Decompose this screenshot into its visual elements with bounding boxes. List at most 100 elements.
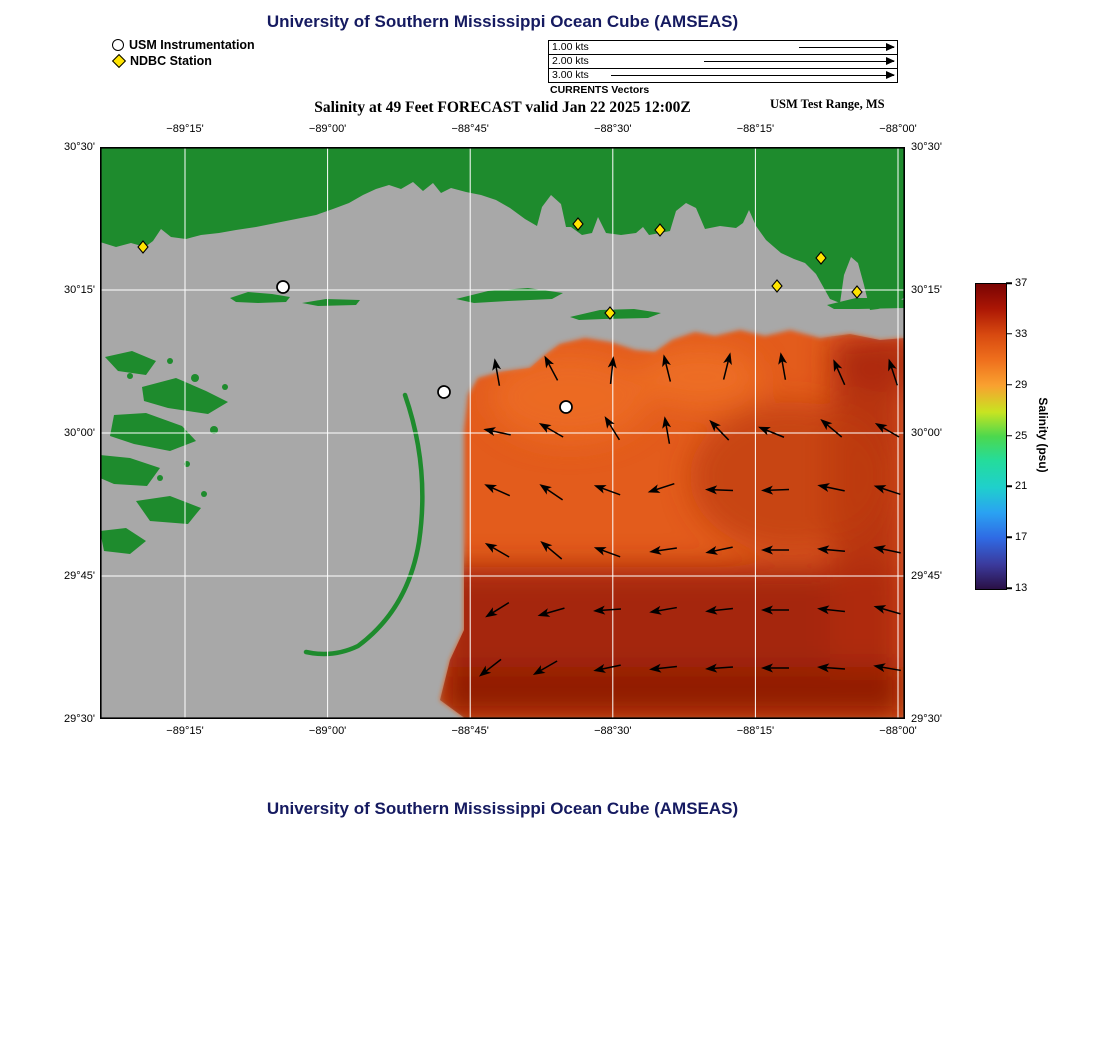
- current-vector-arrow: [722, 352, 732, 380]
- x-axis-label-top: −88°15': [736, 123, 775, 135]
- region-label: USM Test Range, MS: [770, 97, 885, 111]
- legend-usm-label: USM Instrumentation: [129, 38, 255, 52]
- current-vector-arrow: [649, 663, 678, 673]
- legend-row-ndbc: NDBC Station: [111, 53, 255, 69]
- colorbar-tick-label: 21: [1015, 480, 1028, 493]
- colorbar-tick: [1006, 485, 1012, 488]
- current-vector-arrow: [662, 354, 672, 382]
- current-vector-arrow: [873, 605, 901, 615]
- current-vector-arrow: [709, 419, 730, 441]
- x-axis-label-top: −88°30': [594, 123, 632, 135]
- station-legend: USM Instrumentation NDBC Station: [111, 37, 255, 69]
- marsh-islet: [167, 358, 173, 364]
- colorbar-tick: [1006, 434, 1012, 437]
- barrier-island: [570, 309, 661, 320]
- colorbar-tick: [1006, 536, 1012, 538]
- current-vector-arrow: [593, 605, 622, 615]
- marsh-islet: [157, 475, 163, 481]
- y-axis-label-right: 30°30': [911, 141, 942, 153]
- scale-arrow-3kt-icon: [611, 71, 895, 80]
- scale-row-3kt: 3.00 kts: [549, 69, 897, 82]
- y-axis-label-right: 30°15': [911, 284, 942, 296]
- ndbc-station-marker: [137, 240, 149, 254]
- scale-row-2kt: 2.00 kts: [549, 55, 897, 69]
- current-vector-arrow: [705, 663, 734, 673]
- current-vector-arrow: [649, 605, 677, 615]
- salinity-field: [440, 330, 905, 719]
- barrier-island: [302, 299, 360, 306]
- current-vector-arrow: [817, 605, 846, 615]
- current-vector-arrow: [817, 663, 846, 673]
- current-vector-arrow: [485, 601, 510, 618]
- x-axis-label-bottom: −88°45': [451, 725, 489, 737]
- ndbc-station-marker: [851, 285, 863, 299]
- colorbar: [975, 283, 1007, 590]
- marsh-islet: [222, 384, 228, 390]
- current-vector-arrow: [540, 541, 563, 560]
- current-vector-arrow: [778, 352, 788, 380]
- current-vector-arrow: [820, 419, 843, 438]
- colorbar-tick-label: 37: [1015, 277, 1028, 289]
- ndbc-station-marker: [604, 306, 616, 320]
- current-vector-arrow: [873, 545, 901, 554]
- delta-marsh: [105, 351, 156, 375]
- current-vector-arrow: [537, 607, 565, 617]
- usm-station-marker: [437, 385, 451, 399]
- figure-title-top: University of Southern Mississippi Ocean…: [266, 12, 739, 31]
- colorbar-tick: [1006, 282, 1012, 284]
- barrier-island: [827, 298, 905, 309]
- x-axis-label-bottom: −88°00': [879, 725, 917, 737]
- current-vector-arrow: [484, 543, 510, 558]
- y-axis-label-left: 30°15': [64, 284, 95, 296]
- ndbc-station-marker: [654, 223, 666, 237]
- plot-subtitle: Salinity at 49 Feet FORECAST valid Jan 2…: [314, 99, 691, 116]
- current-vector-arrow: [758, 426, 785, 438]
- current-vector-arrow: [538, 423, 564, 438]
- scale-row-1kt: 1.00 kts: [549, 41, 897, 55]
- current-vector-arrow: [817, 483, 845, 492]
- x-axis-label-top: −89°00': [308, 123, 347, 135]
- graticule: [100, 147, 905, 719]
- current-vector-arrow: [761, 545, 789, 555]
- barrier-island: [456, 288, 563, 303]
- marsh-islet: [201, 491, 207, 497]
- current-vector-arrow: [833, 359, 846, 386]
- y-axis-label-left: 30°30': [64, 141, 95, 153]
- y-axis-label-left: 29°45': [64, 570, 95, 582]
- colorbar-tick-label: 25: [1015, 429, 1028, 442]
- scale-arrow-2kt-icon: [704, 57, 895, 66]
- map-plot: [100, 147, 905, 719]
- current-vector-arrow: [649, 545, 677, 555]
- ndbc-station-icon: [111, 53, 127, 69]
- legend-ndbc-label: NDBC Station: [130, 54, 212, 68]
- current-vector-arrow: [484, 484, 511, 497]
- plot-border: [100, 147, 905, 719]
- scale-arrow-1kt-icon: [799, 43, 895, 52]
- colorbar-tick: [1006, 333, 1012, 335]
- figure-title-bottom: University of Southern Mississippi Ocean…: [266, 799, 739, 818]
- current-vector-arrow: [873, 485, 901, 496]
- current-vector-arrow: [593, 664, 621, 673]
- station-markers: [137, 217, 863, 414]
- marsh-islet: [127, 373, 133, 379]
- current-vector-arrow: [662, 416, 672, 444]
- y-axis-label-left: 29°30': [64, 713, 95, 725]
- delta-marsh: [100, 528, 146, 554]
- y-axis-label-left: 30°00': [64, 427, 95, 439]
- current-vector-arrow: [761, 605, 789, 615]
- current-vector-arrow: [607, 356, 617, 385]
- legend-row-usm: USM Instrumentation: [112, 37, 255, 53]
- current-vector-arrow: [705, 546, 733, 555]
- colorbar-axis-label: Salinity (psu): [1036, 397, 1050, 473]
- y-axis-label-right: 29°45': [911, 570, 942, 582]
- colorbar-tick-label: 29: [1015, 378, 1028, 391]
- current-vector-arrow: [817, 545, 846, 555]
- colorbar-tick-label: 17: [1015, 531, 1028, 544]
- current-vector-arrow: [593, 547, 621, 558]
- colorbar-tick-label: 33: [1015, 327, 1028, 340]
- colorbar-tick: [1006, 587, 1012, 589]
- ndbc-station-marker: [815, 251, 827, 265]
- current-vector-arrow: [544, 355, 559, 381]
- scale-label-1kt: 1.00 kts: [552, 41, 589, 53]
